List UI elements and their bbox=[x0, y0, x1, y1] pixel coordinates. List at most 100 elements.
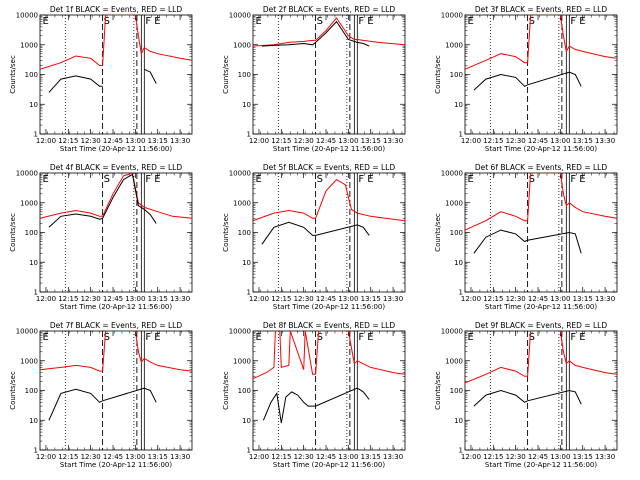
event-marker-f: F bbox=[145, 332, 151, 343]
event-marker-e: E bbox=[255, 16, 261, 27]
event-marker-e: E bbox=[367, 16, 373, 27]
y-tick-label: 1 bbox=[247, 447, 251, 455]
y-tick-label: 10 bbox=[242, 101, 251, 109]
y-tick-label: 100 bbox=[238, 71, 251, 79]
chart-panel: Det 9f BLACK = Events, RED = LLD 1 10 100 10… bbox=[434, 321, 618, 469]
x-tick-label: 12:00 bbox=[249, 295, 269, 303]
x-tick-label: 13:00 bbox=[550, 295, 570, 303]
x-tick-label: 12:30 bbox=[294, 453, 314, 461]
x-tick-label: 13:30 bbox=[170, 137, 190, 145]
x-axis-label: Start Time (20-Apr-12 11:56:00) bbox=[273, 461, 385, 469]
event-marker-f: F bbox=[358, 174, 364, 185]
event-marker-s: S bbox=[529, 332, 535, 343]
chart-panel: Det 7f BLACK = Events, RED = LLD 1 10 100 10… bbox=[9, 321, 193, 469]
x-tick-label: 13:15 bbox=[573, 137, 593, 145]
y-tick-label: 100 bbox=[238, 229, 251, 237]
x-tick-label: 12:45 bbox=[103, 137, 123, 145]
x-axis-label: Start Time (20-Apr-12 11:56:00) bbox=[485, 303, 597, 311]
y-tick-label: 1 bbox=[459, 131, 463, 139]
x-tick-label: 12:30 bbox=[506, 137, 526, 145]
series-line-red bbox=[465, 331, 617, 384]
x-tick-label: 13:30 bbox=[595, 295, 615, 303]
plot-frame bbox=[252, 330, 406, 451]
event-marker-s: S bbox=[104, 174, 110, 185]
x-tick-label: 12:15 bbox=[271, 453, 291, 461]
event-marker-s: S bbox=[317, 16, 323, 27]
y-tick-label: 10 bbox=[29, 417, 38, 425]
plot-frame bbox=[252, 14, 406, 135]
x-tick-label: 12:00 bbox=[36, 453, 56, 461]
y-tick-label: 1000 bbox=[20, 41, 38, 49]
x-tick-label: 13:15 bbox=[361, 137, 381, 145]
event-marker-e: E bbox=[467, 174, 473, 185]
x-axis-label: Start Time (20-Apr-12 11:56:00) bbox=[60, 461, 172, 469]
chart-title: Det 6f BLACK = Events, RED = LLD bbox=[475, 163, 608, 172]
x-tick-label: 12:00 bbox=[249, 137, 269, 145]
x-tick-label: 12:15 bbox=[483, 137, 503, 145]
y-tick-label: 1 bbox=[34, 289, 38, 297]
x-tick-label: 13:15 bbox=[573, 453, 593, 461]
series-line-black bbox=[473, 71, 582, 91]
series-line-black bbox=[261, 20, 370, 47]
y-tick-label: 10 bbox=[242, 259, 251, 267]
event-marker-e: E bbox=[154, 332, 160, 343]
chart-title: Det 7f BLACK = Events, RED = LLD bbox=[50, 321, 183, 330]
plot-frame bbox=[464, 172, 618, 293]
event-marker-e: E bbox=[42, 16, 48, 27]
chart-panel: Det 1f BLACK = Events, RED = LLD 1 10 100 10… bbox=[9, 5, 193, 153]
y-axis-label: Counts/sec bbox=[434, 371, 442, 410]
x-tick-label: 12:30 bbox=[81, 453, 101, 461]
x-tick-label: 13:15 bbox=[148, 295, 168, 303]
series-line-red bbox=[40, 15, 192, 70]
chart-panel: Det 2f BLACK = Events, RED = LLD 1 10 100 10… bbox=[222, 5, 406, 153]
series-line-red bbox=[40, 331, 192, 372]
y-tick-label: 100 bbox=[25, 71, 38, 79]
plot-frame bbox=[39, 14, 193, 135]
y-tick-label: 1000 bbox=[445, 199, 463, 207]
x-tick-label: 12:30 bbox=[81, 295, 101, 303]
x-tick-label: 12:15 bbox=[58, 453, 78, 461]
chart-title: Det 8f BLACK = Events, RED = LLD bbox=[263, 321, 396, 330]
event-marker-e: E bbox=[255, 174, 261, 185]
series-line-red bbox=[40, 173, 192, 219]
x-tick-label: 12:45 bbox=[528, 137, 548, 145]
y-tick-label: 1000 bbox=[233, 199, 251, 207]
plot-frame bbox=[39, 172, 193, 293]
event-marker-e: E bbox=[255, 332, 261, 343]
y-axis-label: Counts/sec bbox=[9, 371, 17, 410]
y-tick-label: 10000 bbox=[229, 328, 251, 336]
y-tick-label: 1000 bbox=[445, 357, 463, 365]
y-axis-label: Counts/sec bbox=[434, 55, 442, 94]
x-tick-label: 13:00 bbox=[125, 137, 145, 145]
y-tick-label: 1000 bbox=[20, 199, 38, 207]
y-axis-label: Counts/sec bbox=[222, 55, 230, 94]
series-line-black bbox=[48, 75, 103, 93]
chart-panel: Det 4f BLACK = Events, RED = LLD 1 10 100 10… bbox=[9, 163, 193, 311]
y-tick-label: 100 bbox=[450, 71, 463, 79]
series-line-red bbox=[253, 178, 405, 222]
chart-title: Det 9f BLACK = Events, RED = LLD bbox=[475, 321, 608, 330]
x-tick-label: 13:00 bbox=[125, 295, 145, 303]
y-tick-label: 100 bbox=[450, 387, 463, 395]
event-marker-s: S bbox=[317, 332, 323, 343]
y-tick-label: 10 bbox=[29, 259, 38, 267]
event-marker-f: F bbox=[145, 174, 151, 185]
y-tick-label: 10000 bbox=[229, 170, 251, 178]
event-marker-s: S bbox=[104, 16, 110, 27]
series-line-black bbox=[48, 173, 157, 228]
event-marker-s: S bbox=[317, 174, 323, 185]
y-tick-label: 1000 bbox=[233, 41, 251, 49]
series-line-red bbox=[465, 15, 617, 70]
chart-panel: Det 8f BLACK = Events, RED = LLD 1 10 100 10… bbox=[222, 321, 406, 469]
event-marker-e: E bbox=[154, 174, 160, 185]
x-tick-label: 12:00 bbox=[461, 137, 481, 145]
series-line-red bbox=[253, 17, 405, 47]
x-tick-label: 12:45 bbox=[528, 453, 548, 461]
series-line-red bbox=[253, 331, 405, 380]
x-tick-label: 13:30 bbox=[595, 137, 615, 145]
event-marker-s: S bbox=[529, 16, 535, 27]
y-tick-label: 1 bbox=[247, 289, 251, 297]
event-marker-f: F bbox=[145, 16, 151, 27]
x-tick-label: 13:30 bbox=[170, 453, 190, 461]
plot-frame bbox=[464, 330, 618, 451]
